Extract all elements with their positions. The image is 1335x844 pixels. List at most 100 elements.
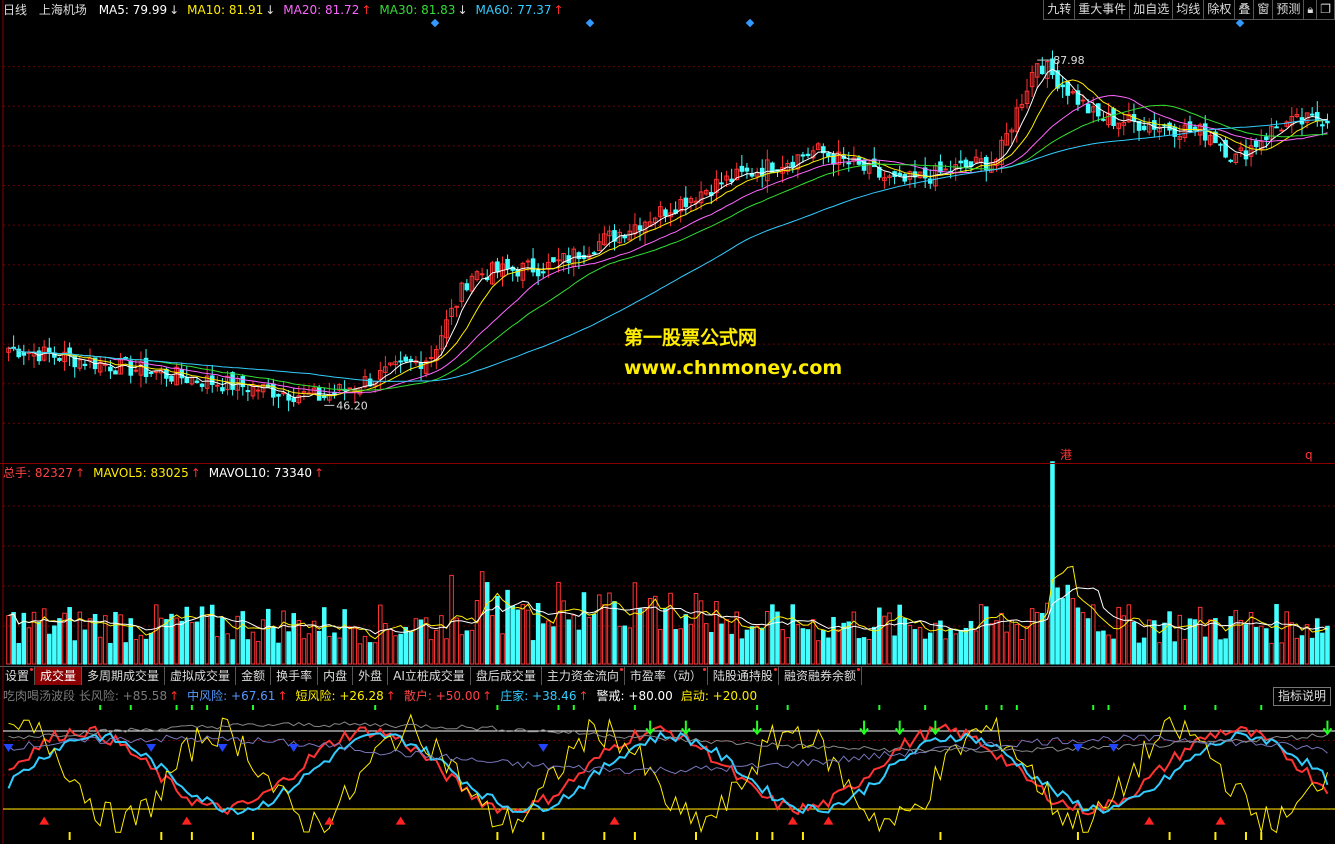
volume-bar bbox=[754, 625, 760, 665]
tab-2[interactable]: 多周期成交量 bbox=[82, 667, 166, 685]
volume-bar bbox=[1040, 612, 1045, 665]
ma-label-arrow-icon: ↓ bbox=[457, 3, 468, 17]
volume-bar bbox=[1253, 626, 1259, 665]
tab-dot-icon bbox=[30, 668, 34, 671]
volume-bar bbox=[551, 626, 556, 665]
candle-body bbox=[815, 143, 821, 151]
lock-icon[interactable]: 🔒︎ bbox=[1303, 0, 1318, 20]
toolbar-button-7[interactable]: 预测 bbox=[1272, 0, 1305, 20]
tab-5[interactable]: 换手率 bbox=[271, 667, 319, 685]
period-label[interactable]: 日线 bbox=[3, 3, 28, 17]
volume-bar bbox=[1299, 635, 1305, 665]
tab-7[interactable]: 外盘 bbox=[353, 667, 389, 685]
buy-triangle-icon bbox=[39, 816, 50, 825]
volume-bar bbox=[652, 595, 658, 665]
candle-body bbox=[469, 275, 475, 292]
tab-10[interactable]: 主力资金流向 bbox=[542, 667, 625, 685]
volume-bar bbox=[174, 617, 179, 665]
toolbar-button-5[interactable]: 叠 bbox=[1234, 0, 1255, 20]
candle-body bbox=[551, 257, 556, 263]
toolbar-button-3[interactable]: 均线 bbox=[1172, 0, 1205, 20]
indicator-line-4 bbox=[8, 721, 1328, 753]
candle-body bbox=[576, 252, 582, 260]
volume-bar bbox=[113, 611, 118, 665]
volume-bar bbox=[1106, 634, 1111, 665]
volume-bar bbox=[484, 582, 490, 665]
tab-6[interactable]: 内盘 bbox=[318, 667, 354, 685]
volume-bar bbox=[963, 627, 969, 665]
high-price-label: 87.98 bbox=[1053, 54, 1085, 67]
buy-triangle-icon bbox=[324, 816, 335, 825]
tab-11[interactable]: 市盈率（动） bbox=[625, 667, 708, 685]
candle-body bbox=[754, 172, 760, 177]
volume-bar bbox=[1233, 610, 1239, 665]
candle-body bbox=[1019, 103, 1025, 109]
volume-bar bbox=[1274, 604, 1279, 665]
volume-bar bbox=[882, 615, 887, 665]
candle-body bbox=[1284, 121, 1289, 127]
volume-bar bbox=[1187, 618, 1193, 665]
candle-body bbox=[230, 372, 235, 390]
toolbar-button-2[interactable]: 加自选 bbox=[1129, 0, 1174, 20]
candle-body bbox=[479, 273, 485, 276]
toolbar-button-4[interactable]: 除权 bbox=[1203, 0, 1236, 20]
tab-1[interactable]: 成交量 bbox=[35, 667, 83, 685]
volume-bar bbox=[118, 614, 123, 665]
tab-13[interactable]: 融资融券余额 bbox=[779, 667, 862, 685]
candle-body bbox=[296, 395, 302, 404]
candle-body bbox=[490, 262, 495, 285]
volume-bar bbox=[1289, 622, 1295, 665]
volume-bar bbox=[1202, 636, 1208, 665]
toolbar-button-6[interactable]: 窗 bbox=[1253, 0, 1274, 20]
volume-bar bbox=[408, 631, 414, 665]
window-icon[interactable]: ❐ bbox=[1316, 0, 1335, 20]
volume-bar bbox=[444, 638, 449, 665]
candle-body bbox=[474, 271, 480, 281]
volume-bar bbox=[469, 629, 475, 665]
volume-bar bbox=[281, 610, 286, 665]
volume-bar bbox=[958, 629, 964, 665]
volume-bar bbox=[744, 629, 750, 665]
green-arrow-icon bbox=[859, 720, 869, 736]
volume-bar bbox=[1131, 622, 1137, 665]
candle-body bbox=[658, 206, 663, 218]
volume-bar bbox=[826, 637, 831, 665]
volume-bar bbox=[52, 625, 57, 665]
candle-body bbox=[1121, 121, 1127, 126]
candle-body bbox=[612, 230, 617, 242]
tab-9[interactable]: 盘后成交量 bbox=[471, 667, 542, 685]
volume-bar bbox=[184, 606, 190, 665]
volume-bar bbox=[861, 637, 867, 665]
candle-body bbox=[943, 168, 948, 171]
volume-bar bbox=[846, 621, 852, 665]
toolbar-button-0[interactable]: 九转 bbox=[1043, 0, 1076, 20]
candle-body bbox=[133, 369, 139, 372]
candle-body bbox=[220, 387, 225, 392]
tab-12[interactable]: 陆股通持股 bbox=[708, 667, 779, 685]
volume-bar bbox=[790, 604, 796, 665]
tab-3[interactable]: 虚拟成交量 bbox=[165, 667, 237, 685]
volume-bar bbox=[505, 589, 510, 665]
candle-body bbox=[255, 389, 261, 392]
volume-bar bbox=[1238, 619, 1244, 665]
sell-triangle-icon bbox=[3, 744, 14, 752]
candle-body bbox=[999, 139, 1004, 165]
volume-bar bbox=[968, 620, 974, 665]
candle-body bbox=[240, 376, 246, 388]
candle-body bbox=[805, 153, 811, 156]
volume-bar bbox=[41, 608, 47, 665]
volume-bar bbox=[1218, 639, 1223, 665]
ind-label-1: 中风险: +67.61 ↑ bbox=[187, 689, 288, 703]
indicator-help-button[interactable]: 指标说明 bbox=[1272, 687, 1331, 706]
volume-bar bbox=[265, 608, 271, 665]
ma-line-20 bbox=[8, 94, 1328, 394]
volume-bar bbox=[1004, 631, 1009, 665]
candle-body bbox=[204, 375, 210, 389]
tab-4[interactable]: 金额 bbox=[236, 667, 272, 685]
toolbar-button-1[interactable]: 重大事件 bbox=[1074, 0, 1131, 20]
volume-bar bbox=[709, 631, 714, 665]
tab-8[interactable]: AI立桩成交量 bbox=[388, 667, 471, 685]
tab-0[interactable]: 设置 bbox=[0, 667, 36, 685]
candle-body bbox=[362, 376, 368, 388]
